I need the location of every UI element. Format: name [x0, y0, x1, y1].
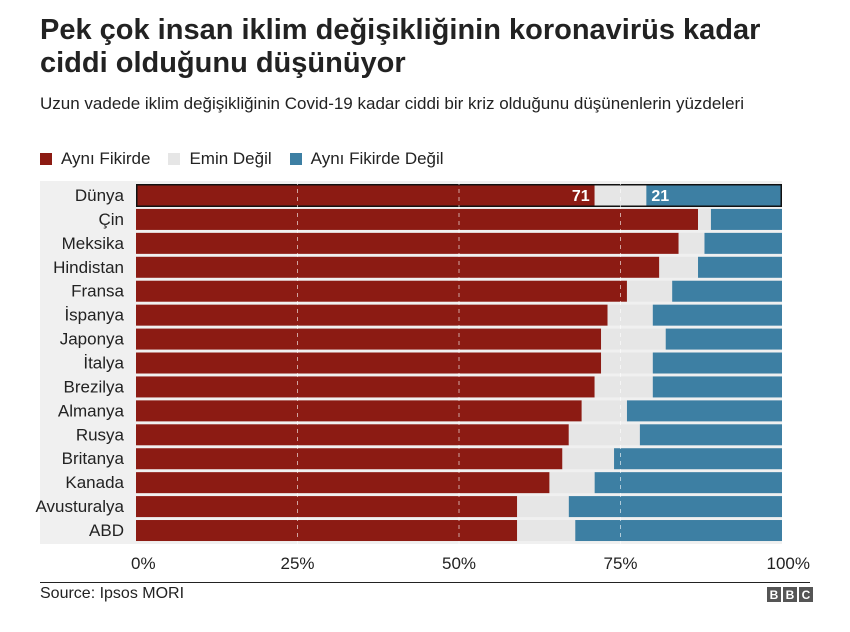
chart-subtitle: Uzun vadede iklim değişikliğinin Covid-1…: [40, 94, 744, 113]
bar-agree: [136, 328, 602, 350]
category-label: Almanya: [58, 401, 125, 420]
bar-disagree: [575, 520, 782, 542]
bar-disagree: [672, 280, 782, 302]
category-label: Fransa: [71, 282, 124, 301]
legend-item-agree: Aynı Fikirde: [40, 149, 150, 169]
bar-unsure: [698, 208, 711, 230]
category-label: Avusturalya: [35, 497, 124, 516]
x-tick-label: 25%: [280, 554, 314, 573]
bar-disagree: [568, 496, 782, 518]
bar-agree: [136, 496, 518, 518]
legend-swatch-disagree: [289, 153, 302, 165]
bar-agree: [136, 376, 595, 398]
bbc-logo: B B C: [765, 587, 813, 602]
data-label: 21: [651, 188, 669, 205]
x-tick-label: 75%: [603, 554, 637, 573]
bar-unsure: [549, 472, 595, 494]
bbc-logo-letter: B: [767, 587, 781, 602]
bar-unsure: [607, 304, 653, 326]
category-label: Hindistan: [53, 258, 124, 277]
bbc-logo-letter: C: [799, 587, 813, 602]
legend-item-unsure: Emin Değil: [168, 149, 272, 169]
bar-agree: [136, 352, 602, 374]
bar-unsure: [601, 328, 666, 350]
chart-title: Pek çok insan iklim değişikliğinin koron…: [40, 14, 761, 79]
legend-swatch-agree: [40, 153, 52, 165]
bar-agree: [136, 448, 563, 470]
category-label: Japonya: [60, 330, 125, 349]
category-label: Brezilya: [64, 377, 125, 396]
bar-unsure: [594, 185, 647, 206]
category-label: İspanya: [64, 306, 124, 325]
bar-disagree: [704, 232, 782, 254]
x-tick-label: 50%: [442, 554, 476, 573]
legend-item-disagree: Aynı Fikirde Değil: [289, 149, 444, 169]
category-label: Çin: [98, 210, 124, 229]
data-label: 71: [572, 188, 590, 205]
bar-agree: [136, 185, 595, 206]
bar-agree: [136, 400, 582, 422]
bar-disagree: [614, 448, 782, 470]
bar-agree: [136, 520, 518, 542]
x-tick-label: 0%: [131, 554, 156, 573]
bar-disagree: [652, 376, 782, 398]
bar-disagree: [652, 304, 782, 326]
bar-agree: [136, 424, 569, 446]
bar-unsure: [626, 280, 673, 302]
bar-unsure: [568, 424, 640, 446]
category-label: İtalya: [83, 354, 124, 373]
footer-divider: [40, 582, 810, 583]
bar-unsure: [517, 520, 576, 542]
bar-agree: [136, 472, 550, 494]
category-label: Rusya: [76, 425, 125, 444]
legend-label-unsure: Emin Değil: [189, 149, 272, 168]
bar-unsure: [581, 400, 627, 422]
legend-swatch-unsure: [168, 153, 181, 165]
bar-unsure: [659, 256, 699, 278]
bar-unsure: [517, 496, 569, 518]
bar-disagree: [594, 472, 782, 494]
x-tick-label: 100%: [767, 554, 810, 573]
bar-unsure: [678, 232, 705, 254]
bar-disagree: [698, 256, 782, 278]
bar-unsure: [601, 352, 653, 374]
bar-agree: [136, 280, 627, 302]
legend: Aynı Fikirde Emin Değil Aynı Fikirde Değ…: [40, 148, 462, 170]
bar-disagree: [626, 400, 782, 422]
bbc-logo-letter: B: [783, 587, 797, 602]
bar-agree: [136, 208, 699, 230]
bar-agree: [136, 232, 679, 254]
bar-agree: [136, 256, 660, 278]
bar-disagree: [665, 328, 782, 350]
bar-unsure: [562, 448, 615, 470]
legend-label-agree: Aynı Fikirde: [61, 149, 151, 168]
category-label: Britanya: [62, 449, 125, 468]
category-label: Dünya: [75, 186, 125, 205]
category-label: Meksika: [62, 234, 125, 253]
category-label: ABD: [89, 521, 124, 540]
bar-disagree: [639, 424, 782, 446]
legend-label-disagree: Aynı Fikirde Değil: [310, 149, 444, 168]
bar-agree: [136, 304, 608, 326]
category-label: Kanada: [65, 473, 124, 492]
bar-disagree: [646, 185, 782, 206]
source-note: Source: Ipsos MORI: [40, 585, 185, 602]
bar-disagree: [710, 208, 782, 230]
bar-unsure: [594, 376, 653, 398]
bar-disagree: [652, 352, 782, 374]
